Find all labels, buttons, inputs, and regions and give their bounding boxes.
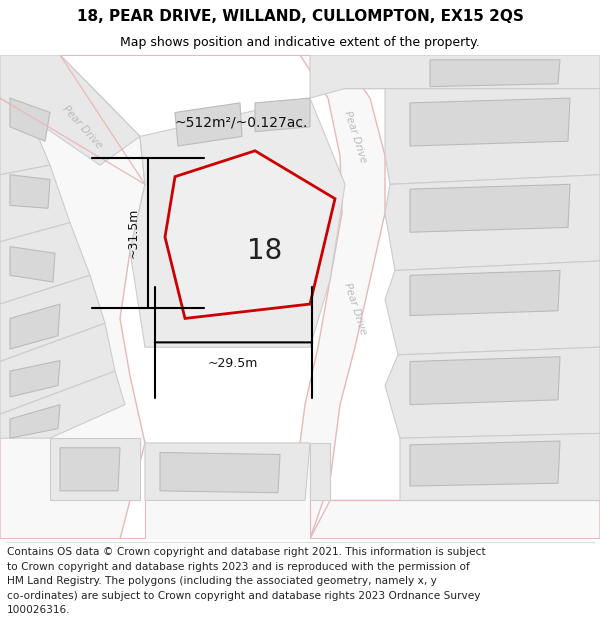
Polygon shape [385,347,600,438]
Polygon shape [0,55,145,539]
Polygon shape [310,443,330,501]
Polygon shape [0,165,70,242]
Polygon shape [255,98,310,132]
Polygon shape [410,441,560,486]
Text: Pear Drive: Pear Drive [342,109,368,164]
Polygon shape [165,151,335,318]
Text: ~512m²/~0.127ac.: ~512m²/~0.127ac. [175,115,308,129]
Polygon shape [145,443,310,501]
Text: ~31.5m: ~31.5m [127,208,140,258]
Polygon shape [10,175,50,208]
Text: Map shows position and indicative extent of the property.: Map shows position and indicative extent… [120,36,480,49]
Polygon shape [0,55,600,89]
Polygon shape [60,448,120,491]
Polygon shape [0,55,140,165]
Polygon shape [385,89,600,184]
Polygon shape [0,501,600,539]
Text: Pear Drive: Pear Drive [342,282,368,336]
Polygon shape [400,433,600,501]
Polygon shape [0,323,115,414]
Polygon shape [410,184,570,232]
Polygon shape [175,103,242,146]
Polygon shape [0,98,50,175]
Polygon shape [160,452,280,493]
Polygon shape [10,247,55,282]
Polygon shape [385,175,600,271]
Polygon shape [410,357,560,404]
Polygon shape [145,443,310,539]
Text: Pear Drive: Pear Drive [60,103,104,150]
Polygon shape [385,261,600,355]
Polygon shape [10,361,60,397]
Text: ~29.5m: ~29.5m [208,357,258,370]
Text: 18, PEAR DRIVE, WILLAND, CULLOMPTON, EX15 2QS: 18, PEAR DRIVE, WILLAND, CULLOMPTON, EX1… [77,9,523,24]
Polygon shape [10,98,50,141]
Polygon shape [0,371,125,438]
Polygon shape [0,222,90,304]
Polygon shape [10,404,60,438]
Polygon shape [130,98,345,347]
Polygon shape [10,304,60,349]
Polygon shape [310,55,600,98]
Text: 18: 18 [247,238,283,266]
Text: Contains OS data © Crown copyright and database right 2021. This information is : Contains OS data © Crown copyright and d… [7,548,486,615]
Polygon shape [0,276,105,361]
Polygon shape [430,60,560,87]
Polygon shape [410,271,560,316]
Polygon shape [280,55,385,539]
Polygon shape [195,175,275,251]
Polygon shape [410,98,570,146]
Polygon shape [50,438,140,501]
